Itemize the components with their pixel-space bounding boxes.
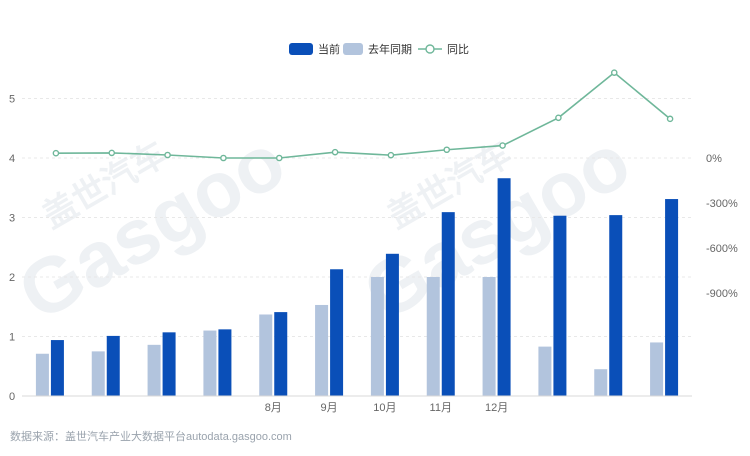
bar-current (218, 329, 232, 396)
bar-current (553, 215, 567, 396)
yoy-point (387, 151, 395, 159)
bar-last-year (91, 351, 105, 396)
bar-current (441, 212, 455, 396)
x-tick-label: 8月 (265, 402, 282, 414)
y-right-tick-label: -900% (706, 288, 738, 300)
yoy-line (52, 69, 674, 162)
legend: 当前 去年同期 同比 (289, 42, 469, 56)
bar-last-year (650, 342, 664, 396)
bar-last-year (147, 344, 161, 396)
yoy-point (331, 148, 339, 156)
y-left-tick-label: 0 (9, 391, 15, 403)
bar-current (274, 312, 288, 396)
x-tick-label: 10月 (373, 402, 396, 414)
bars (35, 178, 679, 396)
bar-current (330, 269, 344, 396)
yoy-line-path (55, 71, 671, 159)
bar-last-year (370, 277, 384, 396)
legend-swatch-current (289, 43, 313, 55)
x-tick-label: 12月 (485, 402, 508, 414)
legend-swatch-last-year (343, 43, 363, 55)
yoy-point (499, 142, 506, 149)
y-right-tick-label: -300% (706, 198, 738, 210)
bar-last-year (538, 346, 552, 396)
legend-label-yoy: 同比 (447, 43, 469, 56)
bar-last-year (482, 277, 496, 396)
bar-current (50, 340, 64, 396)
x-tick-label: 9月 (321, 402, 338, 414)
source-note: 数据来源：盖世汽车产业大数据平台autodata.gasgoo.com (10, 431, 292, 443)
yoy-point (443, 146, 451, 154)
bar-last-year (315, 304, 329, 396)
bar-last-year (426, 277, 440, 396)
bar-last-year (259, 314, 273, 396)
y-left-tick-label: 2 (9, 272, 15, 284)
x-tick-label: 11月 (430, 402, 452, 414)
y-left-tick-label: 4 (9, 153, 15, 165)
yoy-point (666, 115, 674, 123)
bar-current (665, 199, 679, 396)
legend-marker-yoy (425, 44, 435, 54)
yoy-point (555, 114, 562, 122)
grid (22, 98, 692, 337)
y-left-tick-label: 1 (9, 332, 15, 344)
y-right-tick-label: 0% (706, 153, 722, 165)
legend-label-last-year: 去年同期 (368, 42, 412, 56)
yoy-point (164, 151, 171, 159)
bar-current (497, 178, 511, 396)
bar-last-year (594, 369, 608, 396)
y-left-tick-label: 5 (9, 94, 15, 106)
yoy-point (610, 69, 618, 76)
legend-label-current: 当前 (318, 42, 340, 56)
bar-current (162, 332, 176, 396)
bar-last-year (35, 353, 49, 396)
yoy-point (108, 149, 116, 157)
bar-current (385, 253, 399, 396)
yoy-point (275, 154, 283, 162)
bar-last-year (203, 330, 217, 396)
bar-current (106, 335, 120, 396)
axes: 0 1 2 3 4 5 0% -300% -600% -900% 8月 9月 10月 11月 12月 (9, 94, 738, 415)
bar-current (609, 215, 623, 396)
y-right-tick-label: -600% (706, 243, 738, 255)
yoy-point (220, 154, 227, 162)
yoy-point (52, 149, 60, 157)
y-left-tick-label: 3 (9, 213, 15, 225)
